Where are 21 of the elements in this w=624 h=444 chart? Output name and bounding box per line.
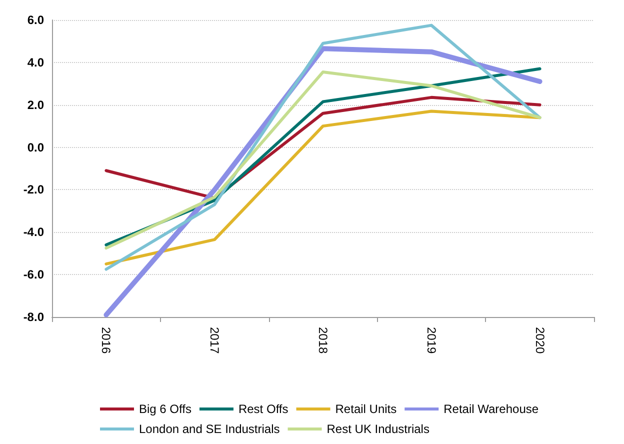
legend-label: Big 6 Offs [139, 402, 192, 416]
line-series [104, 110, 542, 266]
x-tick-label: 2019 [424, 327, 438, 354]
x-tick-label: 2018 [316, 327, 330, 354]
y-tick-label: 4.0 [27, 55, 44, 70]
y-tick-label: -2.0 [23, 182, 44, 197]
x-tick-label: 2020 [532, 327, 547, 354]
x-tick-label: 2017 [208, 327, 222, 354]
y-tick-label: -4.0 [23, 225, 44, 240]
x-tick-label: 2016 [99, 327, 114, 354]
legend-label: Retail Warehouse [444, 402, 539, 416]
y-tick-label: -8.0 [23, 310, 44, 324]
y-tick-label: -6.0 [23, 268, 44, 282]
legend-label: Retail Units [335, 402, 397, 416]
y-tick-label: 0.0 [27, 140, 44, 154]
y-tick-label: 6.0 [27, 13, 44, 27]
line-series [104, 24, 542, 271]
legend-label: Rest UK Industrials [326, 422, 430, 436]
legend-label: Rest Offs [238, 402, 288, 416]
legend-label: London and SE Industrials [139, 422, 280, 436]
y-tick-label: 2.0 [27, 98, 44, 112]
